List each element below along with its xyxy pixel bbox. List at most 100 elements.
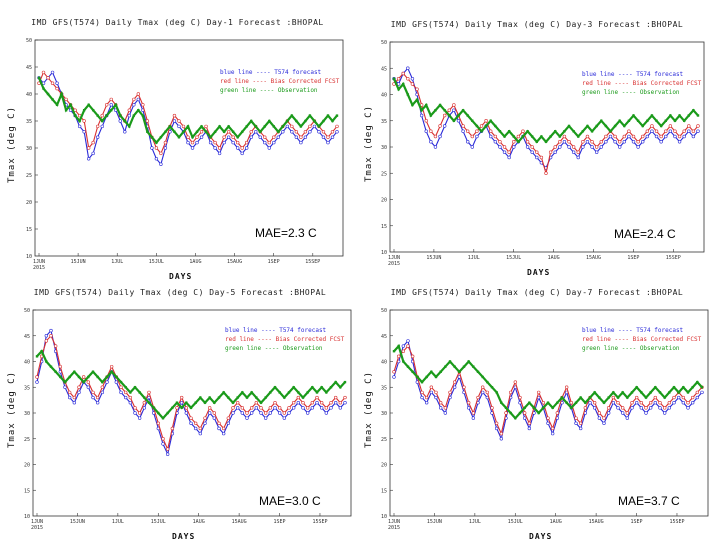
data-point bbox=[518, 411, 522, 415]
data-point bbox=[137, 416, 142, 420]
data-point bbox=[101, 119, 104, 123]
y-tick-label: 50 bbox=[381, 40, 387, 46]
data-point bbox=[95, 135, 100, 139]
x-tick-label: 1SEP bbox=[631, 519, 643, 525]
chart-panel-day7: IMD GFS(T574) Daily Tmax (deg C) Day-7 F… bbox=[362, 288, 712, 541]
data-point bbox=[653, 400, 658, 405]
data-point bbox=[255, 396, 258, 399]
x-tick-label: 15JUL bbox=[149, 259, 164, 265]
data-point bbox=[315, 395, 319, 400]
data-point bbox=[471, 416, 476, 420]
data-point bbox=[682, 134, 686, 139]
data-point bbox=[290, 114, 294, 117]
data-point bbox=[321, 135, 326, 139]
data-point bbox=[157, 411, 160, 415]
data-point bbox=[287, 391, 291, 394]
data-point bbox=[604, 134, 608, 139]
data-point bbox=[611, 395, 616, 400]
data-point bbox=[154, 146, 159, 150]
data-point bbox=[512, 140, 516, 144]
data-point bbox=[640, 391, 643, 394]
data-point bbox=[663, 396, 666, 399]
data-point bbox=[109, 97, 113, 102]
legend-entry-swatch: ---- bbox=[618, 89, 640, 96]
data-point bbox=[249, 135, 253, 139]
data-point bbox=[401, 349, 406, 353]
x-axis-label: DAYS bbox=[527, 268, 551, 277]
data-point bbox=[599, 145, 603, 149]
data-point bbox=[231, 406, 235, 410]
x-tick-label: 15SEP bbox=[312, 519, 327, 525]
data-point bbox=[64, 97, 68, 102]
data-point bbox=[203, 416, 207, 420]
data-point bbox=[618, 119, 621, 122]
data-point bbox=[606, 406, 611, 410]
data-point bbox=[317, 125, 321, 128]
x-tick-label: 15AUG bbox=[232, 519, 247, 525]
data-point bbox=[645, 134, 650, 139]
legend-entry-desc: Bias Corrected FCST bbox=[632, 336, 702, 343]
chart-legend: blue line ---- T574 forecast red line ---… bbox=[225, 326, 344, 353]
data-point bbox=[150, 136, 154, 139]
data-point bbox=[287, 406, 291, 410]
data-point bbox=[631, 134, 636, 139]
data-point bbox=[59, 375, 62, 379]
data-point bbox=[678, 114, 681, 117]
data-point bbox=[181, 124, 186, 129]
data-point bbox=[37, 76, 41, 79]
data-point bbox=[194, 401, 197, 404]
data-point bbox=[576, 155, 580, 160]
data-point bbox=[259, 401, 263, 404]
data-point bbox=[594, 145, 599, 149]
data-point bbox=[82, 109, 86, 112]
data-point bbox=[217, 151, 222, 156]
legend-entry-swatch: ---- bbox=[257, 327, 280, 334]
data-point bbox=[420, 109, 423, 112]
data-point bbox=[433, 145, 438, 149]
data-point bbox=[494, 426, 499, 431]
data-point bbox=[609, 130, 612, 133]
data-point bbox=[499, 431, 504, 436]
y-tick-label: 35 bbox=[26, 119, 32, 125]
data-point bbox=[226, 135, 231, 139]
data-point bbox=[649, 391, 652, 394]
data-point bbox=[133, 411, 137, 415]
legend-entry-swatch: ---- bbox=[614, 327, 637, 334]
data-point bbox=[63, 380, 67, 384]
data-point bbox=[593, 391, 596, 394]
x-tick-label: 15SEP bbox=[666, 255, 681, 261]
data-point bbox=[616, 396, 620, 399]
data-point bbox=[644, 396, 648, 399]
data-point bbox=[696, 124, 700, 128]
data-point bbox=[335, 124, 339, 129]
plot-frame bbox=[34, 39, 344, 257]
data-point bbox=[312, 124, 317, 129]
legend-entry-desc: T574 forecast bbox=[636, 327, 684, 334]
data-point bbox=[137, 411, 142, 415]
data-point bbox=[668, 391, 671, 394]
data-point bbox=[324, 406, 329, 410]
y-axis-label: Tmax (deg C) bbox=[364, 370, 374, 448]
data-point bbox=[641, 140, 645, 144]
data-point bbox=[277, 411, 282, 415]
data-point bbox=[581, 140, 585, 144]
legend-entry-swatch: ---- bbox=[256, 87, 278, 94]
data-point bbox=[166, 411, 169, 415]
data-point bbox=[562, 140, 567, 144]
data-point bbox=[259, 406, 263, 410]
data-point bbox=[240, 151, 244, 156]
data-point bbox=[305, 411, 310, 415]
data-point bbox=[480, 390, 485, 395]
data-point bbox=[330, 130, 335, 134]
data-point bbox=[626, 396, 629, 399]
data-point bbox=[244, 146, 249, 150]
data-point bbox=[249, 406, 254, 410]
data-point bbox=[299, 135, 303, 139]
y-tick-label: 50 bbox=[24, 308, 30, 314]
data-point bbox=[664, 129, 668, 133]
data-point bbox=[263, 135, 267, 139]
data-point bbox=[303, 130, 308, 134]
data-point bbox=[634, 395, 639, 400]
data-point bbox=[199, 130, 204, 134]
